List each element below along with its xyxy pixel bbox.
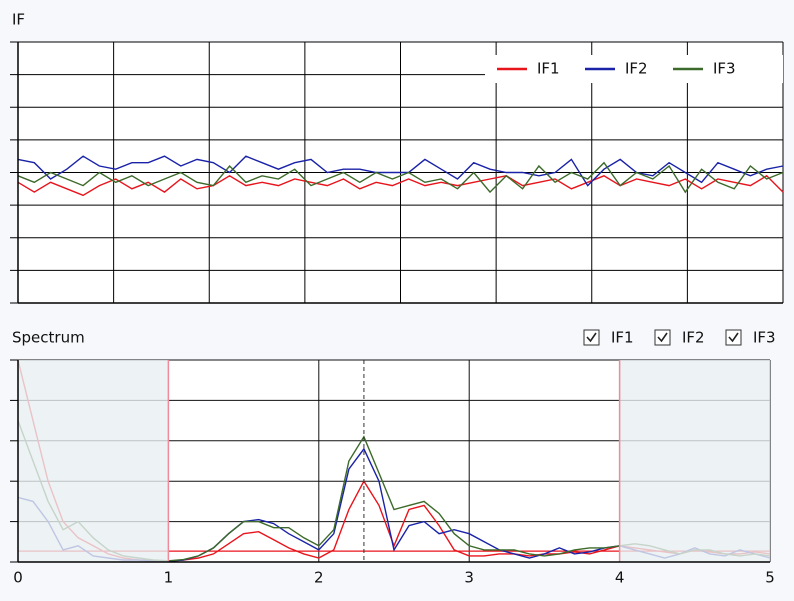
series-checkbox[interactable] [725,329,742,346]
checkmark [586,332,597,343]
checkbox-label[interactable]: IF2 [682,329,705,347]
panel-title: Spectrum [12,329,85,347]
series-line [17,155,784,187]
series-checkbox[interactable] [583,329,600,346]
legend-label: IF3 [713,60,736,78]
inactive-region [18,360,169,562]
x-tick-label: 3 [464,569,474,587]
x-tick-label: 4 [615,569,625,587]
series-checkbox[interactable] [654,329,671,346]
panel-title: IF [12,11,25,29]
x-tick-label: 0 [13,569,23,587]
checkbox-label[interactable]: IF1 [611,329,634,347]
series-line [17,161,784,194]
checkmark [728,332,739,343]
x-tick-label: 5 [765,569,775,587]
legend [485,55,783,83]
checkmark [657,332,668,343]
legend-label: IF2 [625,60,648,78]
x-tick-label: 2 [314,569,324,587]
checkbox-label[interactable]: IF3 [753,329,776,347]
inactive-region [619,360,770,562]
x-tick-label: 1 [164,569,174,587]
legend-label: IF1 [537,60,560,78]
